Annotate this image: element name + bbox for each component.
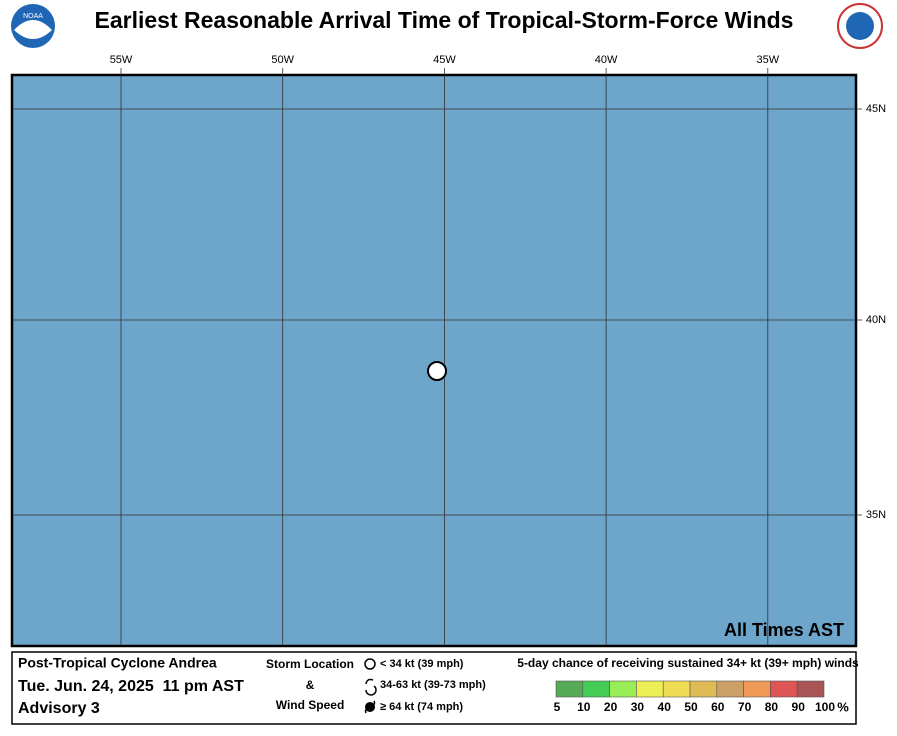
scale-swatch	[716, 680, 744, 698]
wind-class-label: < 34 kt (39 mph)	[380, 658, 464, 670]
scale-label: 80	[765, 700, 779, 714]
scale-label: 60	[711, 700, 725, 714]
time-zone-note: All Times AST	[724, 620, 844, 640]
scale-label: 10	[577, 700, 591, 714]
scale-swatch	[582, 680, 610, 698]
advisory-date: Tue. Jun. 24, 2025 11 pm AST	[18, 678, 244, 695]
wind-icon-weak	[364, 658, 376, 670]
longitude-label: 45W	[433, 54, 456, 66]
storm-name: Post-Tropical Cyclone Andrea	[18, 655, 217, 671]
scale-swatch	[555, 680, 584, 698]
scale-label: 70	[738, 700, 752, 714]
scale-label: 40	[658, 700, 672, 714]
nws-logo-inner	[846, 12, 874, 40]
wind-class-label: 34-63 kt (39-73 mph)	[380, 679, 486, 691]
noaa-logo-text: NOAA	[23, 13, 43, 20]
scale-unit: %	[837, 699, 849, 714]
legend-title: Storm Location	[266, 657, 354, 671]
scale-swatch	[636, 680, 664, 698]
scale-swatch	[689, 680, 718, 698]
scale-label: 5	[554, 700, 561, 714]
advisory-number: Advisory 3	[18, 700, 100, 717]
map-area	[10, 73, 858, 648]
longitude-label: 40W	[595, 54, 618, 66]
scale-swatch	[609, 680, 637, 698]
scale-label: 30	[631, 700, 645, 714]
longitude-label: 35W	[756, 54, 779, 66]
storm-location	[427, 361, 447, 381]
legend-title: &	[306, 678, 315, 692]
wind-icon-storm	[365, 678, 377, 696]
scale-label: 100	[815, 700, 835, 714]
scale-label: 20	[604, 700, 618, 714]
longitude-label: 55W	[110, 54, 133, 66]
longitude-label: 50W	[271, 54, 294, 66]
scale-swatch	[770, 680, 798, 698]
latitude-label: 45N	[866, 103, 886, 115]
wind-class-label: ≥ 64 kt (74 mph)	[380, 701, 463, 713]
scale-label: 90	[792, 700, 806, 714]
scale-title: 5-day chance of receiving sustained 34+ …	[517, 656, 859, 670]
scale-label: 50	[684, 700, 698, 714]
scale-swatch	[662, 680, 691, 698]
scale-swatch	[743, 680, 771, 698]
latitude-label: 40N	[866, 314, 886, 326]
wind-icon-hurricane-arms	[364, 700, 376, 714]
legend-title: Wind Speed	[276, 698, 345, 712]
title: Earliest Reasonable Arrival Time of Trop…	[95, 7, 794, 33]
latitude-label: 35N	[866, 509, 886, 521]
noaa-logo-bird	[14, 20, 52, 39]
scale-swatch	[796, 680, 825, 698]
